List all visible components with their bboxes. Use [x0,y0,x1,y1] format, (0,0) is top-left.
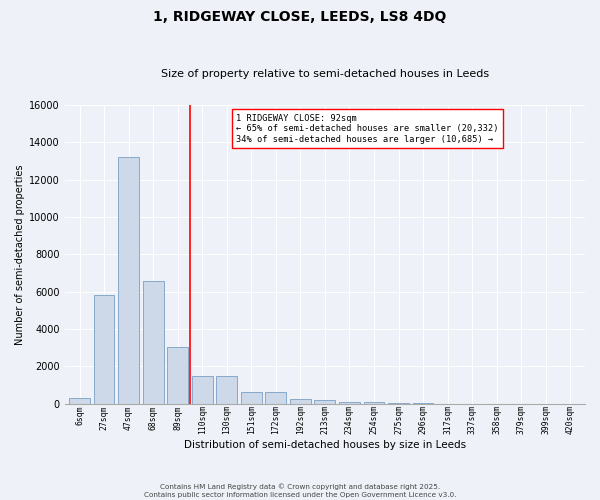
Bar [388,402,409,404]
Title: Size of property relative to semi-detached houses in Leeds: Size of property relative to semi-detach… [161,69,489,79]
Bar [167,347,188,404]
Bar [192,376,212,404]
X-axis label: Distribution of semi-detached houses by size in Leeds: Distribution of semi-detached houses by … [184,440,466,450]
Text: 1 RIDGEWAY CLOSE: 92sqm
← 65% of semi-detached houses are smaller (20,332)
34% o: 1 RIDGEWAY CLOSE: 92sqm ← 65% of semi-de… [236,114,499,144]
Bar [339,402,360,404]
Bar [94,296,115,404]
Text: Contains HM Land Registry data © Crown copyright and database right 2025.
Contai: Contains HM Land Registry data © Crown c… [144,484,456,498]
Y-axis label: Number of semi-detached properties: Number of semi-detached properties [15,164,25,344]
Bar [413,402,433,404]
Bar [217,376,237,404]
Bar [143,282,164,404]
Bar [118,157,139,404]
Bar [290,399,311,404]
Bar [241,392,262,404]
Bar [265,392,286,404]
Bar [314,400,335,404]
Text: 1, RIDGEWAY CLOSE, LEEDS, LS8 4DQ: 1, RIDGEWAY CLOSE, LEEDS, LS8 4DQ [154,10,446,24]
Bar [364,402,385,404]
Bar [69,398,90,404]
